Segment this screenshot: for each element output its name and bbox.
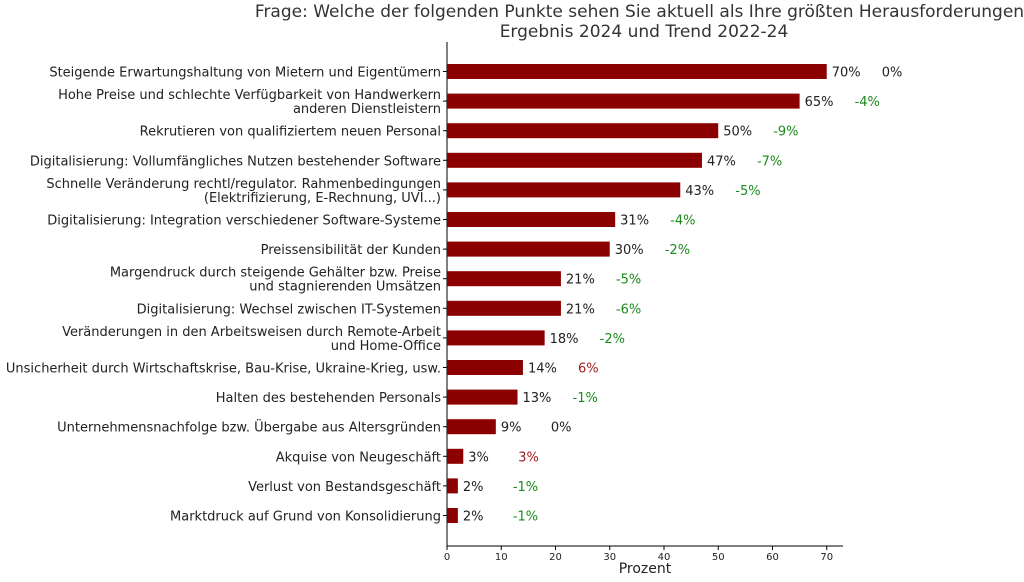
bar — [447, 271, 561, 287]
trend-label: -5% — [735, 184, 760, 199]
value-label: 14% — [528, 362, 557, 377]
x-tick-label: 40 — [658, 552, 671, 563]
category-label: (Elektrifizierung, E-Rechnung, UVI...) — [204, 191, 441, 206]
trend-label: -4% — [670, 214, 695, 229]
bar — [447, 64, 827, 79]
x-tick-label: 0 — [444, 552, 450, 563]
bar — [447, 389, 518, 405]
chart-subtitle-line: Ergebnis 2024 und Trend 2022-24 — [499, 22, 789, 42]
category-label: und Home-Office — [331, 339, 441, 354]
value-label: 21% — [566, 273, 595, 288]
bar — [447, 123, 719, 139]
category-label: Hohe Preise und schlechte Verfügbarkeit … — [58, 88, 441, 103]
bar — [447, 448, 464, 464]
x-tick-label: 50 — [712, 552, 725, 563]
value-label: 21% — [566, 302, 595, 317]
value-label: 30% — [615, 243, 644, 258]
category-label: Verlust von Bestandsgeschäft — [248, 480, 441, 495]
trend-label: 6% — [578, 362, 599, 377]
trend-label: 3% — [518, 450, 539, 465]
x-tick-label: 60 — [766, 552, 779, 563]
trend-label: -7% — [757, 154, 782, 169]
bar — [447, 93, 800, 109]
category-label: Unsicherheit durch Wirtschaftskrise, Bau… — [6, 362, 441, 377]
value-label: 70% — [832, 66, 861, 81]
category-label: Veränderungen in den Arbeitsweisen durch… — [62, 325, 441, 340]
trend-label: -2% — [665, 243, 690, 258]
value-label: 9% — [501, 421, 522, 436]
value-label: 18% — [550, 332, 579, 347]
bar — [447, 182, 681, 198]
trend-label: 0% — [882, 66, 903, 81]
value-label: 31% — [620, 214, 649, 229]
category-label: und stagnierenden Umsätzen — [249, 280, 441, 295]
chart-title-line: Frage: Welche der folgenden Punkte sehen… — [254, 2, 1024, 22]
category-label: Unternehmensnachfolge bzw. Übergabe aus … — [57, 419, 441, 436]
bar — [447, 300, 561, 316]
category-label: Steigende Erwartungshaltung von Mietern … — [49, 66, 441, 81]
bar — [447, 212, 616, 227]
x-tick-label: 30 — [603, 552, 616, 563]
value-label: 2% — [463, 480, 484, 495]
category-label: Digitalisierung: Wechsel zwischen IT-Sys… — [137, 302, 441, 317]
value-label: 13% — [523, 391, 552, 406]
trend-label: -1% — [513, 480, 538, 495]
value-label: 50% — [723, 125, 752, 140]
trend-label: -5% — [616, 273, 641, 288]
category-label: anderen Dienstleistern — [293, 102, 441, 117]
value-label: 47% — [707, 154, 736, 169]
value-label: 43% — [685, 184, 714, 199]
x-tick-label: 70 — [820, 552, 833, 563]
category-label: Margendruck durch steigende Gehälter bzw… — [110, 266, 441, 281]
value-label: 65% — [805, 95, 834, 110]
category-label: Schnelle Veränderung rechtl/regulator. R… — [46, 177, 441, 192]
bar — [447, 419, 496, 435]
value-label: 2% — [463, 510, 484, 525]
trend-label: -2% — [600, 332, 625, 347]
trend-label: -9% — [773, 125, 798, 140]
bar — [447, 508, 458, 523]
category-label: Digitalisierung: Integration verschieden… — [47, 214, 441, 229]
trend-label: -1% — [513, 510, 538, 525]
trend-label: 0% — [551, 421, 572, 436]
bar — [447, 330, 545, 346]
trend-label: -4% — [855, 95, 880, 110]
value-label: 3% — [468, 450, 489, 465]
trend-label: -1% — [573, 391, 598, 406]
category-label: Digitalisierung: Vollumfängliches Nutzen… — [30, 154, 441, 169]
category-label: Marktdruck auf Grund von Konsolidierung — [170, 510, 441, 525]
category-label: Preissensibilität der Kunden — [261, 243, 441, 258]
bar — [447, 152, 702, 168]
trend-label: -6% — [616, 302, 641, 317]
bar — [447, 241, 610, 257]
x-tick-label: 10 — [495, 552, 508, 563]
x-tick-label: 20 — [549, 552, 562, 563]
x-axis-label: Prozent — [619, 561, 672, 577]
chart-title: Frage: Welche der folgenden Punkte sehen… — [0, 2, 1024, 42]
category-label: Rekrutieren von qualifiziertem neuen Per… — [140, 125, 441, 140]
category-label: Akquise von Neugeschäft — [276, 450, 441, 465]
bar — [447, 478, 458, 494]
category-label: Halten des bestehenden Personals — [216, 391, 441, 406]
bar — [447, 360, 523, 375]
